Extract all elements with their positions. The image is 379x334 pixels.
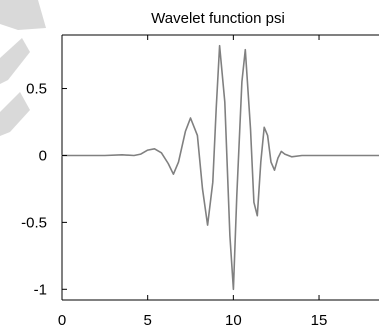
y-tick-label-1: -0.5 (21, 214, 47, 231)
chart-title: Wavelet function psi (151, 10, 285, 27)
axis-ticks (61, 35, 320, 300)
y-tick-label-0: -1 (34, 281, 47, 298)
tick-labels: 0 5 10 15 -1 -0.5 0 0.5 (21, 81, 327, 329)
y-tick-label-2: 0 (39, 147, 47, 164)
x-tick-label-0: 0 (58, 312, 66, 329)
x-tick-label-1: 5 (144, 312, 152, 329)
decor-shape-middle (0, 38, 30, 84)
plot-area (61, 34, 379, 301)
series-line-0 (61, 44, 379, 291)
x-tick-label-2: 10 (225, 312, 242, 329)
decor-shape-top (0, 0, 46, 30)
x-tick-label-3: 15 (311, 312, 328, 329)
y-tick-label-3: 0.5 (26, 81, 47, 98)
decor-shape-left (0, 92, 30, 136)
